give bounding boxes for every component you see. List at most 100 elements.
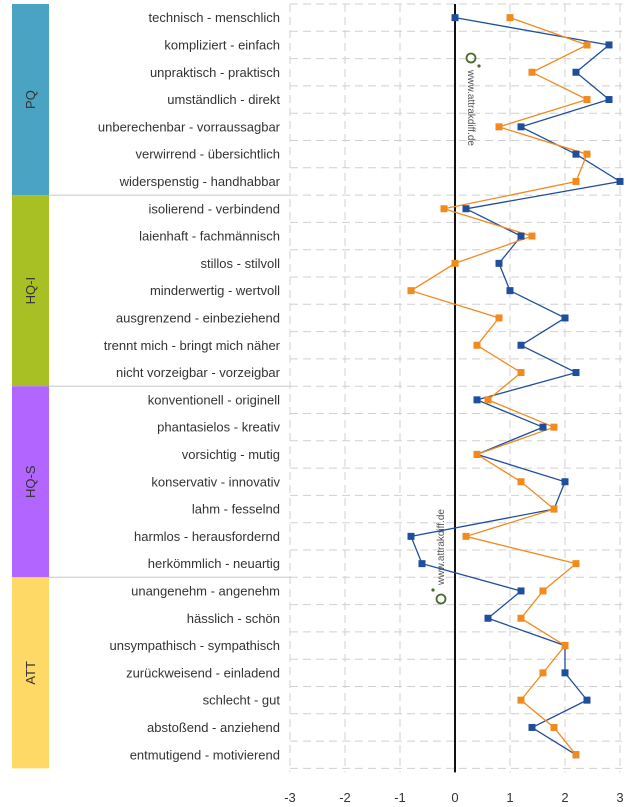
series-1-point bbox=[517, 478, 525, 486]
word-pair-label: trennt mich - bringt mich näher bbox=[104, 338, 281, 353]
watermarks: www.attrakdiff.de www.attrakdiff.de bbox=[431, 52, 481, 605]
series-1-point bbox=[550, 505, 558, 513]
x-tick-label: 3 bbox=[616, 790, 623, 805]
word-pair-label: technisch - menschlich bbox=[149, 10, 281, 25]
group-label: PQ bbox=[23, 90, 38, 109]
series-lines bbox=[407, 14, 624, 759]
group-label: HQ-S bbox=[23, 465, 38, 498]
group-bar-hq-s bbox=[12, 386, 49, 578]
word-pair-label: konservativ - innovativ bbox=[151, 474, 280, 489]
word-pair-label: konventionell - originell bbox=[148, 392, 280, 407]
series-0-point bbox=[561, 314, 569, 322]
series-1-point bbox=[495, 123, 503, 131]
word-pair-label: unpraktisch - praktisch bbox=[150, 65, 280, 80]
word-pair-label: ausgrenzend - einbeziehend bbox=[116, 310, 280, 325]
series-1-point bbox=[583, 96, 591, 104]
x-tick-label: -3 bbox=[284, 790, 296, 805]
group-label: ATT bbox=[23, 661, 38, 685]
series-0-point bbox=[462, 205, 470, 213]
series-0-point bbox=[407, 532, 415, 540]
series-0-point bbox=[495, 259, 503, 267]
word-pair-label: zurückweisend - einladend bbox=[126, 665, 280, 680]
watermark-logo-icon bbox=[435, 593, 447, 605]
word-pair-label: herkömmlich - neuartig bbox=[148, 556, 280, 571]
series-0-point bbox=[418, 560, 426, 568]
series-0-point bbox=[517, 341, 525, 349]
watermark-text: www.attrakdiff.de bbox=[465, 69, 476, 146]
word-pair-label: lahm - fesselnd bbox=[192, 502, 280, 517]
series-1-point bbox=[539, 587, 547, 595]
series-1-point bbox=[572, 751, 580, 759]
watermark-dot-icon bbox=[431, 588, 435, 592]
grid bbox=[289, 3, 622, 773]
series-0-point bbox=[605, 96, 613, 104]
x-tick-label: 2 bbox=[561, 790, 568, 805]
series-1-point bbox=[451, 259, 459, 267]
word-pair-label: nicht vorzeigbar - vorzeigbar bbox=[116, 365, 281, 380]
word-pair-label: harmlos - herausfordernd bbox=[134, 529, 280, 544]
series-0-point bbox=[473, 396, 481, 404]
x-tick-label: -2 bbox=[339, 790, 351, 805]
word-pair-label: laienhaft - fachmännisch bbox=[139, 229, 280, 244]
series-1-point bbox=[473, 450, 481, 458]
series-0-point bbox=[616, 177, 624, 185]
word-pair-label: minderwertig - wertvoll bbox=[150, 283, 280, 298]
watermark-dot-icon bbox=[477, 64, 481, 68]
series-1-point bbox=[528, 232, 536, 240]
x-tick-label: 0 bbox=[451, 790, 458, 805]
x-axis: -3 -2 -1 0 1 2 3 bbox=[284, 4, 624, 805]
series-0-point bbox=[572, 68, 580, 76]
series-1-point bbox=[440, 205, 448, 213]
series-0-point bbox=[451, 14, 459, 22]
series-1-point bbox=[550, 423, 558, 431]
word-pair-label: phantasielos - kreativ bbox=[157, 420, 280, 435]
series-0-point bbox=[539, 423, 547, 431]
series-line-0 bbox=[410, 16, 622, 756]
series-1-point bbox=[517, 696, 525, 704]
word-pair-label: stillos - stilvoll bbox=[201, 256, 281, 271]
series-0-point bbox=[561, 669, 569, 677]
x-tick-label: 1 bbox=[506, 790, 513, 805]
word-pair-label: unsympathisch - sympathisch bbox=[109, 638, 280, 653]
series-1-point bbox=[506, 14, 514, 22]
series-1-point bbox=[528, 68, 536, 76]
dimension-groups: PQ HQ-I HQ-S ATT bbox=[12, 4, 290, 769]
word-pair-label: widerspenstig - handhabbar bbox=[119, 174, 281, 189]
word-pair-label: unberechenbar - vorraussagbar bbox=[98, 119, 281, 134]
group-bar-hq-i bbox=[12, 195, 49, 387]
series-1-point bbox=[572, 560, 580, 568]
word-pair-label: vorsichtig - mutig bbox=[182, 447, 280, 462]
series-0-point bbox=[572, 369, 580, 377]
series-1-point bbox=[407, 287, 415, 295]
watermark-text: www.attrakdiff.de bbox=[436, 509, 447, 586]
series-0-point bbox=[517, 587, 525, 595]
series-1-point bbox=[484, 396, 492, 404]
series-1-point bbox=[517, 614, 525, 622]
series-1-point bbox=[495, 314, 503, 322]
series-0-point bbox=[506, 287, 514, 295]
series-1-point bbox=[561, 642, 569, 650]
series-0-point bbox=[583, 696, 591, 704]
series-line-1 bbox=[409, 16, 589, 756]
word-pair-label: umständlich - direkt bbox=[167, 92, 280, 107]
word-pair-label: hässlich - schön bbox=[187, 611, 280, 626]
series-1-point bbox=[583, 41, 591, 49]
group-bar-pq bbox=[12, 4, 49, 196]
series-1-point bbox=[572, 177, 580, 185]
word-pair-label: entmutigend - motivierend bbox=[130, 747, 280, 762]
word-pair-label: abstoßend - anziehend bbox=[147, 720, 280, 735]
series-1-point bbox=[473, 341, 481, 349]
series-0-point bbox=[561, 478, 569, 486]
word-pair-label: unangenehm - angenehm bbox=[131, 583, 280, 598]
series-0-point bbox=[572, 150, 580, 158]
series-0-point bbox=[605, 41, 613, 49]
series-1-point bbox=[550, 723, 558, 731]
x-tick-label: -1 bbox=[394, 790, 406, 805]
series-1-point bbox=[462, 532, 470, 540]
series-1-point bbox=[539, 669, 547, 677]
series-0-point bbox=[484, 614, 492, 622]
series-0-point bbox=[517, 232, 525, 240]
word-pair-labels: technisch - menschlich kompliziert - einf… bbox=[98, 10, 281, 762]
word-pair-label: kompliziert - einfach bbox=[164, 37, 280, 52]
